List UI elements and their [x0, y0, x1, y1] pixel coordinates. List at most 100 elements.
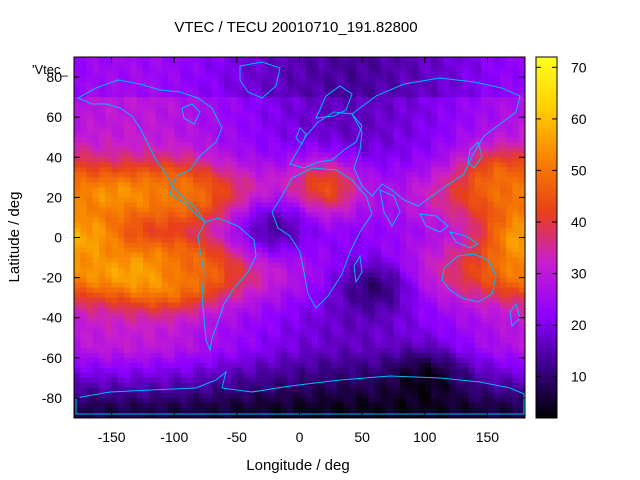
- heatmap-cell: [211, 357, 219, 364]
- heatmap-cell: [412, 172, 420, 178]
- heatmap-cell: [274, 197, 282, 203]
- heatmap-cell: [255, 282, 263, 289]
- heatmap-cell: [124, 347, 131, 354]
- heatmap-cell: [286, 172, 294, 178]
- heatmap-cell: [142, 312, 150, 319]
- heatmap-cell: [224, 187, 232, 193]
- heatmap-cell: [80, 277, 88, 284]
- heatmap-cell: [337, 267, 344, 274]
- heatmap-cell: [205, 212, 213, 219]
- heatmap-cell: [124, 307, 131, 314]
- heatmap-cell: [280, 372, 288, 379]
- heatmap-cell: [86, 297, 94, 304]
- heatmap-cell: [299, 87, 307, 93]
- heatmap-cell: [130, 202, 138, 209]
- heatmap-cell: [136, 272, 144, 279]
- heatmap-cell: [355, 372, 363, 379]
- heatmap-cell: [161, 212, 169, 219]
- heatmap-cell: [380, 327, 388, 334]
- heatmap-cell: [443, 172, 451, 178]
- heatmap-cell: [261, 392, 269, 399]
- heatmap-cell: [481, 367, 489, 374]
- heatmap-cell: [493, 232, 501, 239]
- heatmap-cell: [142, 397, 150, 404]
- heatmap-cell: [99, 372, 106, 379]
- heatmap-cell: [456, 157, 463, 163]
- heatmap-cell: [449, 67, 457, 73]
- heatmap-cell: [399, 132, 407, 138]
- heatmap-cell: [193, 267, 200, 274]
- heatmap-cell: [305, 172, 313, 178]
- heatmap-cell: [499, 367, 507, 374]
- heatmap-cell: [236, 197, 244, 203]
- heatmap-cell: [393, 207, 401, 214]
- heatmap-cell: [380, 192, 388, 198]
- heatmap-cell: [167, 397, 175, 404]
- heatmap-cell: [312, 77, 319, 83]
- heatmap-cell: [437, 102, 445, 108]
- heatmap-cell: [74, 92, 81, 98]
- heatmap-cell: [149, 107, 157, 113]
- heatmap-cell: [493, 107, 501, 113]
- heatmap-cell: [86, 62, 94, 68]
- heatmap-cell: [74, 257, 81, 264]
- heatmap-cell: [456, 277, 463, 284]
- heatmap-cell: [437, 72, 445, 78]
- heatmap-cell: [243, 262, 250, 269]
- heatmap-cell: [80, 167, 88, 173]
- heatmap-cell: [337, 167, 344, 173]
- heatmap-cell: [362, 287, 369, 294]
- heatmap-cell: [424, 117, 432, 123]
- heatmap-cell: [349, 287, 357, 294]
- heatmap-cell: [330, 237, 338, 244]
- heatmap-cell: [174, 257, 182, 264]
- heatmap-cell: [117, 197, 125, 203]
- heatmap-cell: [518, 67, 525, 73]
- heatmap-cell: [136, 397, 144, 404]
- heatmap-cell: [412, 137, 420, 143]
- heatmap-cell: [286, 152, 294, 158]
- heatmap-cell: [180, 97, 188, 103]
- heatmap-cell: [506, 232, 514, 239]
- heatmap-cell: [456, 397, 463, 404]
- heatmap-cell: [362, 232, 369, 239]
- heatmap-cell: [92, 192, 100, 198]
- heatmap-cell: [99, 172, 106, 178]
- heatmap-cell: [380, 212, 388, 219]
- heatmap-cell: [224, 112, 232, 118]
- heatmap-cell: [174, 57, 182, 63]
- heatmap-cell: [167, 347, 175, 354]
- heatmap-cell: [243, 287, 250, 294]
- heatmap-cell: [255, 157, 263, 163]
- heatmap-cell: [431, 377, 438, 384]
- heatmap-cell: [274, 342, 282, 349]
- heatmap-cell: [142, 217, 150, 224]
- heatmap-cell: [280, 207, 288, 214]
- heatmap-cell: [412, 127, 420, 133]
- heatmap-cell: [368, 212, 376, 219]
- heatmap-cell: [167, 72, 175, 78]
- heatmap-cell: [136, 62, 144, 68]
- heatmap-cell: [174, 187, 182, 193]
- heatmap-cell: [380, 157, 388, 163]
- heatmap-cell: [362, 167, 369, 173]
- heatmap-cell: [443, 82, 451, 88]
- heatmap-cell: [99, 102, 106, 108]
- heatmap-cell: [149, 252, 157, 259]
- heatmap-cell: [456, 352, 463, 359]
- heatmap-cell: [487, 147, 495, 153]
- heatmap-cell: [167, 402, 175, 409]
- heatmap-cell: [280, 127, 288, 133]
- heatmap-cell: [305, 132, 313, 138]
- heatmap-cell: [243, 167, 250, 173]
- heatmap-cell: [493, 147, 501, 153]
- heatmap-cell: [399, 102, 407, 108]
- heatmap-cell: [92, 267, 100, 274]
- heatmap-cell: [431, 87, 438, 93]
- heatmap-cell: [180, 242, 188, 249]
- heatmap-cell: [499, 82, 507, 88]
- heatmap-cell: [368, 382, 376, 389]
- heatmap-cell: [330, 252, 338, 259]
- heatmap-cell: [462, 67, 470, 73]
- heatmap-cell: [449, 237, 457, 244]
